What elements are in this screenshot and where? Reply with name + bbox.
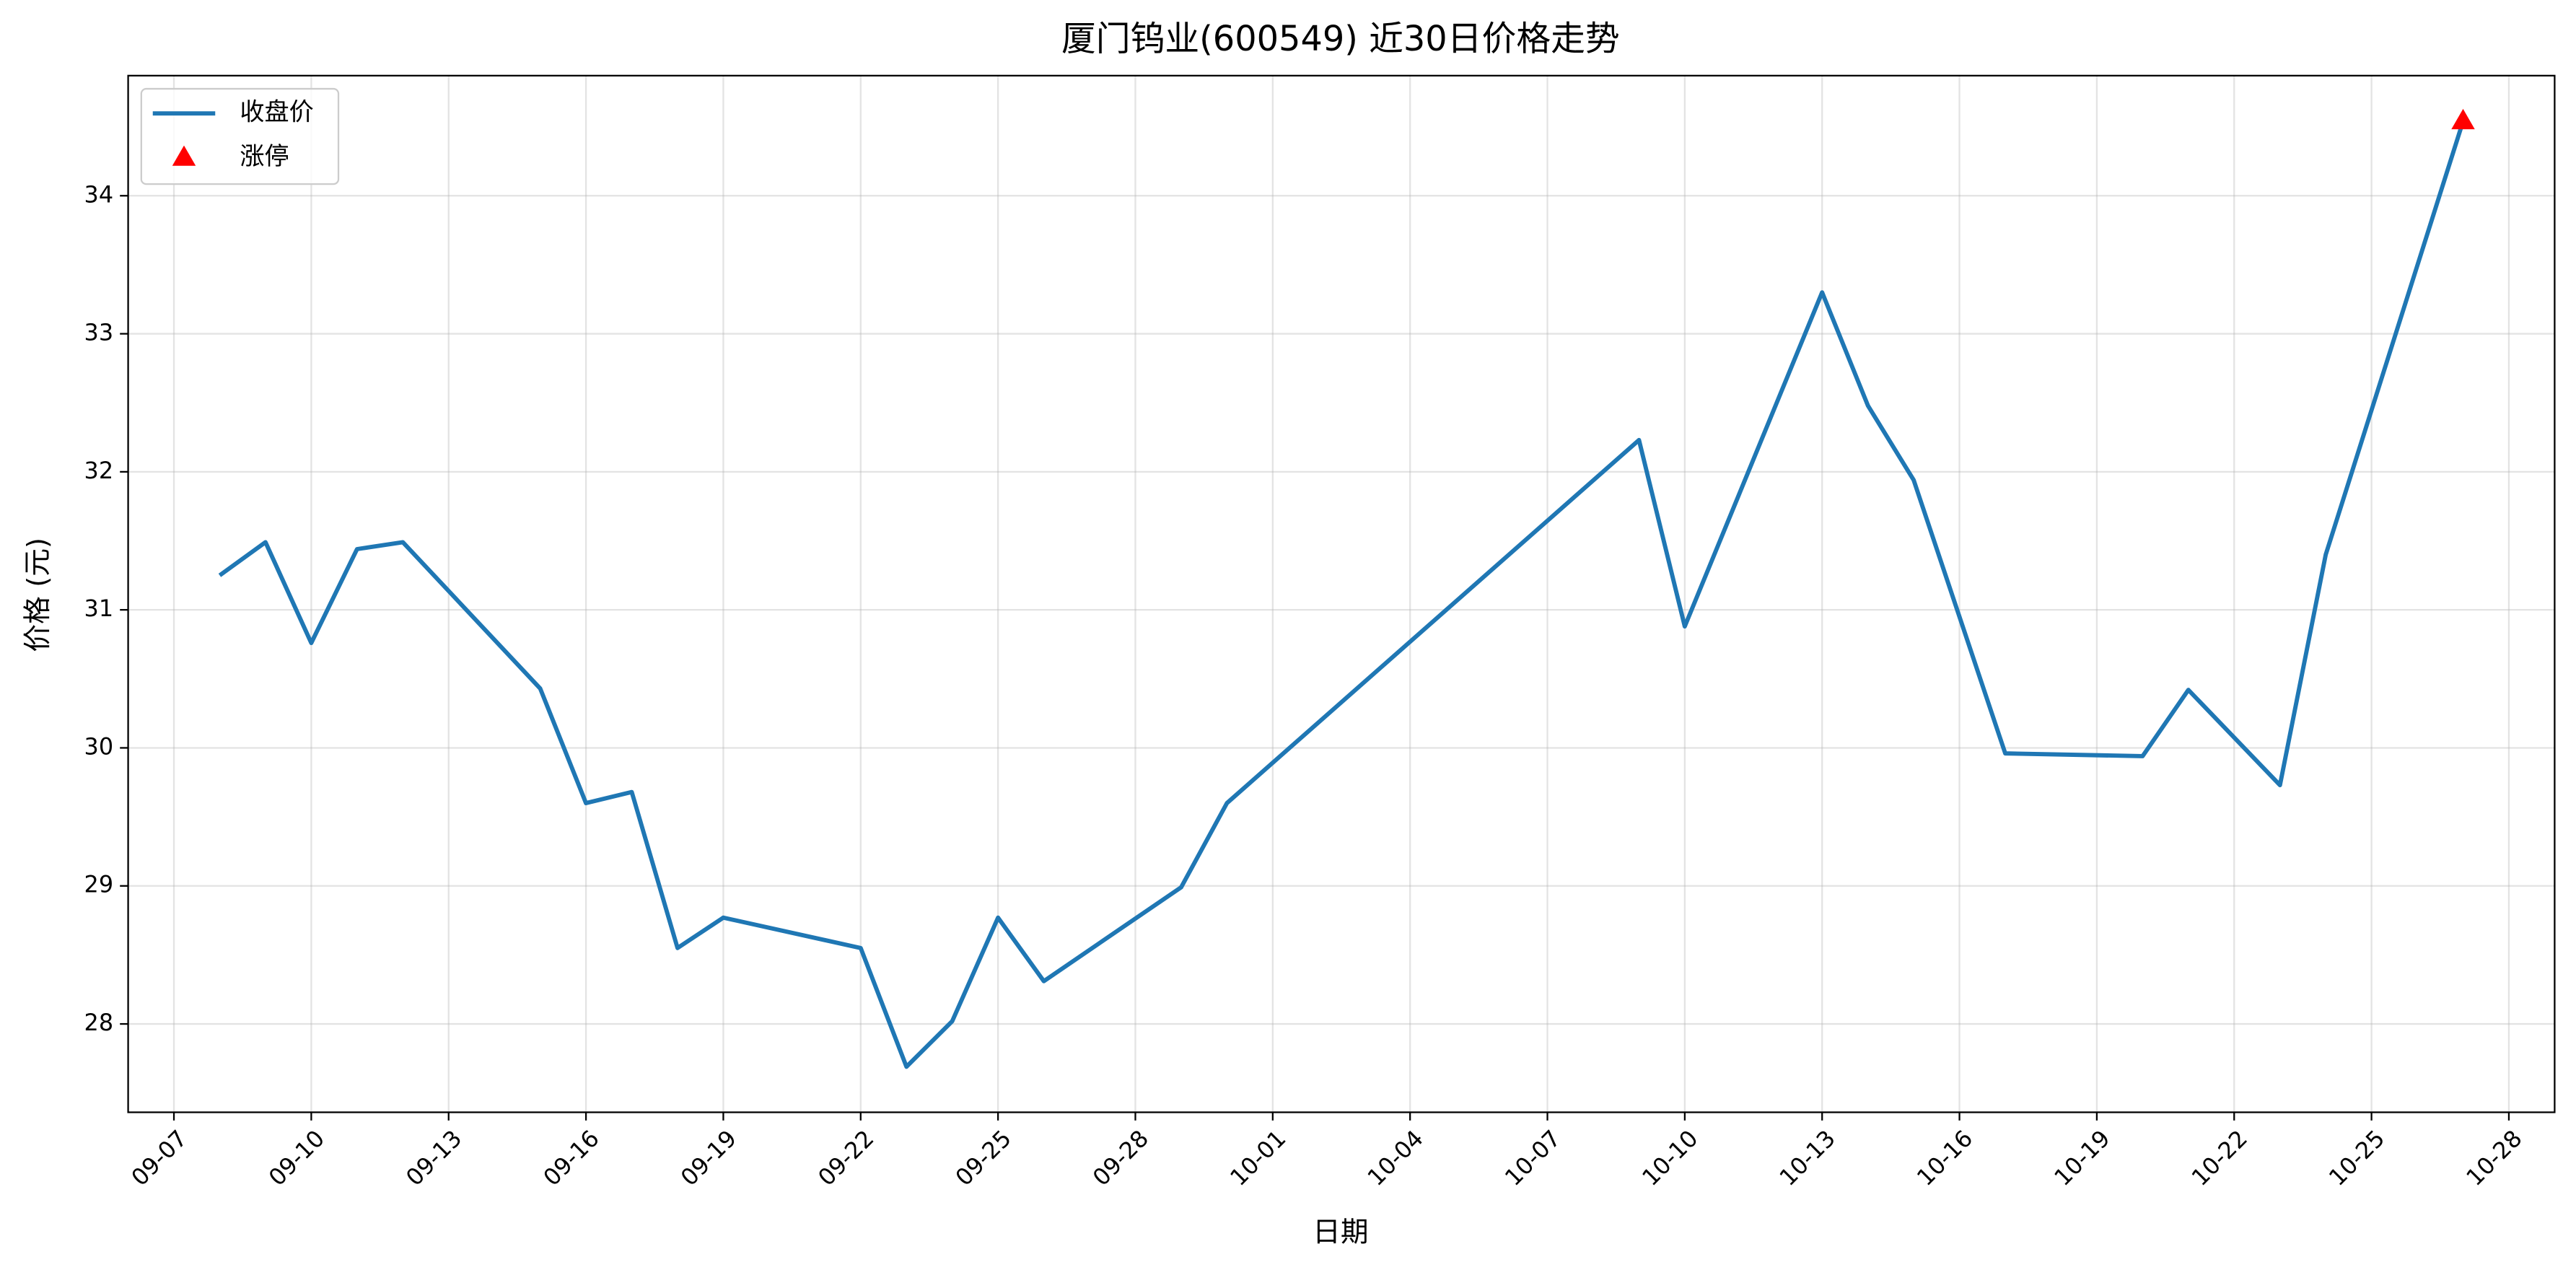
y-tick-label: 32 <box>84 457 114 484</box>
x-tick-label: 10-25 <box>2323 1125 2390 1191</box>
x-tick-label: 10-04 <box>1362 1125 1429 1191</box>
legend-label: 涨停 <box>240 142 289 171</box>
y-tick-label: 34 <box>84 180 114 208</box>
price-line <box>218 121 2466 1069</box>
x-tick-label: 09-25 <box>950 1125 1016 1191</box>
x-tick-label: 10-16 <box>1911 1125 1978 1191</box>
y-tick-label: 29 <box>84 871 114 898</box>
x-tick-label: 09-07 <box>126 1125 192 1191</box>
plot-frame <box>127 74 2556 1113</box>
legend-swatch <box>172 145 196 166</box>
x-tick-label: 09-19 <box>675 1125 742 1191</box>
x-tick-label: 10-01 <box>1225 1125 1291 1191</box>
x-tick-label: 09-22 <box>812 1125 879 1191</box>
y-tick-label: 31 <box>84 595 114 622</box>
y-axis-label: 价格 (元) <box>22 538 54 652</box>
x-tick-label: 10-22 <box>2186 1125 2253 1191</box>
x-tick-label: 10-13 <box>1774 1125 1841 1191</box>
x-tick-label: 10-10 <box>1637 1125 1703 1191</box>
y-tick-label: 28 <box>84 1009 114 1036</box>
y-tick-label: 33 <box>84 319 114 346</box>
limit-up-marker <box>2451 108 2475 130</box>
x-tick-label: 09-28 <box>1087 1125 1154 1191</box>
x-tick-label: 10-07 <box>1499 1125 1566 1191</box>
x-tick-label: 09-16 <box>538 1125 604 1191</box>
x-tick-label: 10-19 <box>2049 1125 2115 1191</box>
x-tick-label: 09-10 <box>263 1125 330 1191</box>
chart-title: 厦门钨业(600549) 近30日价格走势 <box>1061 19 1620 59</box>
x-axis-label: 日期 <box>1313 1216 1368 1248</box>
legend-label: 收盘价 <box>240 98 313 127</box>
x-tick-label: 10-28 <box>2461 1125 2527 1191</box>
y-tick-label: 30 <box>84 732 114 760</box>
x-tick-label: 09-13 <box>400 1125 467 1191</box>
